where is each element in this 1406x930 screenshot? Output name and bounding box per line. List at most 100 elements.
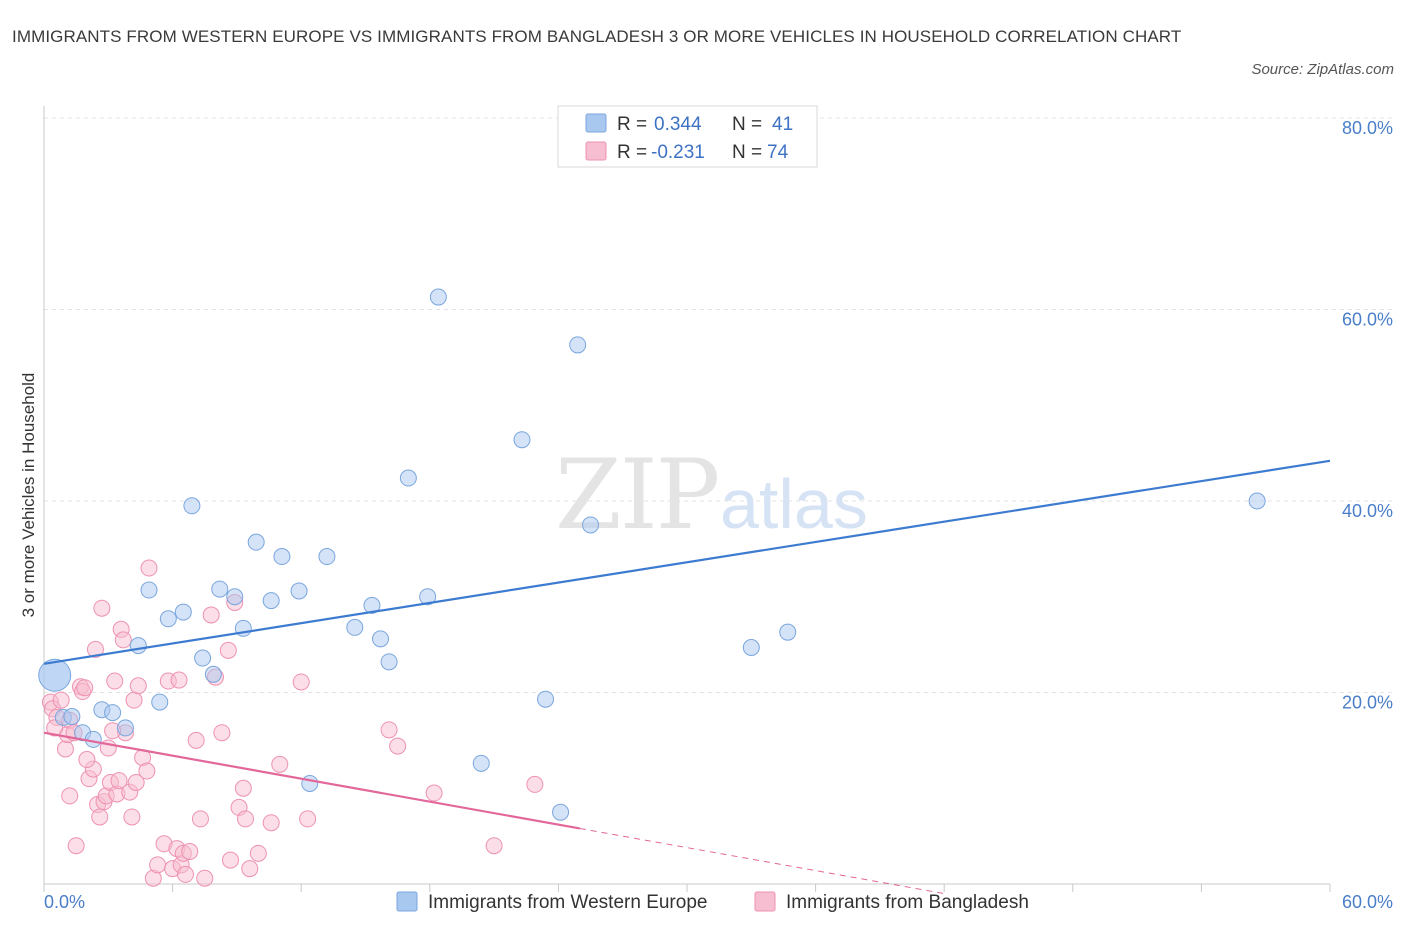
bangladesh-point-72 (176, 865, 194, 883)
watermark-zip: ZIP (555, 439, 718, 551)
watermark: ZIP atlas (555, 439, 868, 551)
chart-title: IMMIGRANTS FROM WESTERN EUROPE VS IMMIGR… (12, 27, 1182, 46)
western-europe-point-15 (204, 665, 222, 683)
legend-n-label-0: N = (732, 114, 762, 135)
bangladesh-point-60 (271, 755, 289, 773)
bangladesh-point-63 (380, 721, 398, 739)
bangladesh-point-22 (106, 672, 124, 690)
bottom-legend-swatch-bangladesh (754, 891, 776, 912)
western-europe-point-29 (399, 469, 417, 487)
bangladesh-point-17 (93, 599, 111, 617)
bangladesh-point-51 (213, 724, 231, 742)
chart-source: Source: ZipAtlas.com (1251, 61, 1394, 78)
bangladesh-point-65 (425, 784, 443, 802)
bangladesh-point-67 (526, 775, 544, 793)
bangladesh-point-42 (170, 671, 188, 689)
western-europe-point-38 (742, 638, 760, 656)
bangladesh-point-70 (78, 751, 96, 769)
western-europe-point-7 (116, 719, 134, 737)
bangladesh-point-61 (292, 673, 310, 691)
bangladesh-point-59 (262, 814, 280, 832)
western-europe-point-2 (63, 707, 81, 725)
bangladesh-point-48 (196, 869, 214, 887)
y-axis-label: 3 or more Vehicles in Household (19, 373, 38, 618)
western-europe-trend-line (43, 459, 1331, 665)
western-europe-point-27 (372, 630, 390, 648)
bangladesh-point-66 (485, 837, 503, 855)
bangladesh-point-32 (129, 677, 147, 695)
bangladesh-point-16 (91, 808, 109, 826)
legend-n-value-1: 74 (767, 142, 789, 163)
bottom-legend-label-bangladesh: Immigrants from Bangladesh (786, 892, 1029, 913)
gridlines (44, 117, 1395, 693)
legend-n-value-0: 41 (772, 114, 793, 135)
bangladesh-point-64 (389, 737, 407, 755)
western-europe-point-22 (290, 582, 308, 600)
bangladesh-point-62 (299, 810, 317, 828)
western-europe-point-19 (247, 533, 265, 551)
series-bangladesh-points (41, 559, 544, 887)
bangladesh-trend-line-extension (579, 827, 945, 895)
legend-r-label-1: R = (617, 142, 647, 163)
bangladesh-point-8 (67, 837, 85, 855)
bangladesh-point-47 (191, 810, 209, 828)
bangladesh-point-46 (187, 731, 205, 749)
bangladesh-point-45 (181, 842, 199, 860)
x-tick-label-60: 60.0% (1342, 892, 1393, 912)
legend-n-label-1: N = (732, 142, 762, 163)
western-europe-point-32 (472, 754, 490, 772)
legend-swatch-western-europe (585, 113, 607, 133)
western-europe-point-26 (363, 596, 381, 614)
western-europe-point-11 (159, 610, 177, 628)
bangladesh-point-37 (149, 856, 167, 874)
bangladesh-point-3 (52, 691, 70, 709)
bangladesh-point-52 (219, 641, 237, 659)
western-europe-point-30 (419, 588, 437, 606)
western-europe-point-14 (194, 649, 212, 667)
bangladesh-point-73 (221, 851, 239, 869)
western-europe-point-25 (346, 618, 364, 636)
western-europe-point-9 (140, 581, 158, 599)
western-europe-point-6 (104, 704, 122, 722)
western-europe-point-28 (380, 653, 398, 671)
bangladesh-trend-line (43, 731, 581, 830)
y-tick-labels: 20.0% 40.0% 60.0% 80.0% (1342, 118, 1393, 713)
western-europe-point-0 (38, 658, 72, 692)
western-europe-point-40 (1248, 492, 1266, 510)
series-legend: Immigrants from Western Europe Immigrant… (396, 891, 1029, 913)
western-europe-point-33 (513, 431, 531, 449)
bangladesh-point-24 (110, 772, 128, 790)
western-europe-point-34 (537, 690, 555, 708)
western-europe-point-24 (318, 548, 336, 566)
western-europe-point-35 (552, 803, 570, 821)
bangladesh-point-49 (202, 606, 220, 624)
western-europe-point-13 (183, 497, 201, 515)
x-axis-ticks (43, 884, 1331, 892)
x-tick-label-0: 0.0% (44, 892, 85, 912)
western-europe-point-17 (226, 588, 244, 606)
bottom-legend-label-western-europe: Immigrants from Western Europe (428, 892, 707, 913)
y-tick-label-40: 40.0% (1342, 501, 1393, 521)
western-europe-point-16 (211, 580, 229, 598)
bangladesh-point-58 (249, 844, 267, 862)
western-europe-point-8 (129, 637, 147, 655)
western-europe-point-39 (779, 623, 797, 641)
bangladesh-point-11 (76, 679, 94, 697)
western-europe-point-21 (273, 548, 291, 566)
western-europe-point-20 (262, 592, 280, 610)
western-europe-point-12 (174, 603, 192, 621)
bangladesh-point-56 (236, 810, 254, 828)
bangladesh-point-30 (125, 691, 143, 709)
bangladesh-point-29 (123, 808, 141, 826)
bangladesh-point-31 (127, 774, 145, 792)
bangladesh-point-34 (138, 762, 156, 780)
legend-swatch-bangladesh (585, 141, 607, 161)
western-europe-point-23 (301, 774, 319, 792)
western-europe-point-31 (429, 288, 447, 306)
western-europe-point-37 (582, 516, 600, 534)
bangladesh-point-69 (61, 787, 79, 805)
watermark-atlas: atlas (720, 465, 868, 543)
correlation-legend: R = 0.344 N = 41 R = -0.231 N = 74 (557, 105, 818, 168)
bangladesh-point-4 (56, 740, 74, 758)
